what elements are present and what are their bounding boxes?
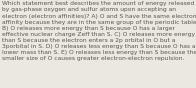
Text: Which statement best describes the amount of energy released
by gas-phase oxygen: Which statement best describes the amoun… (2, 1, 196, 61)
